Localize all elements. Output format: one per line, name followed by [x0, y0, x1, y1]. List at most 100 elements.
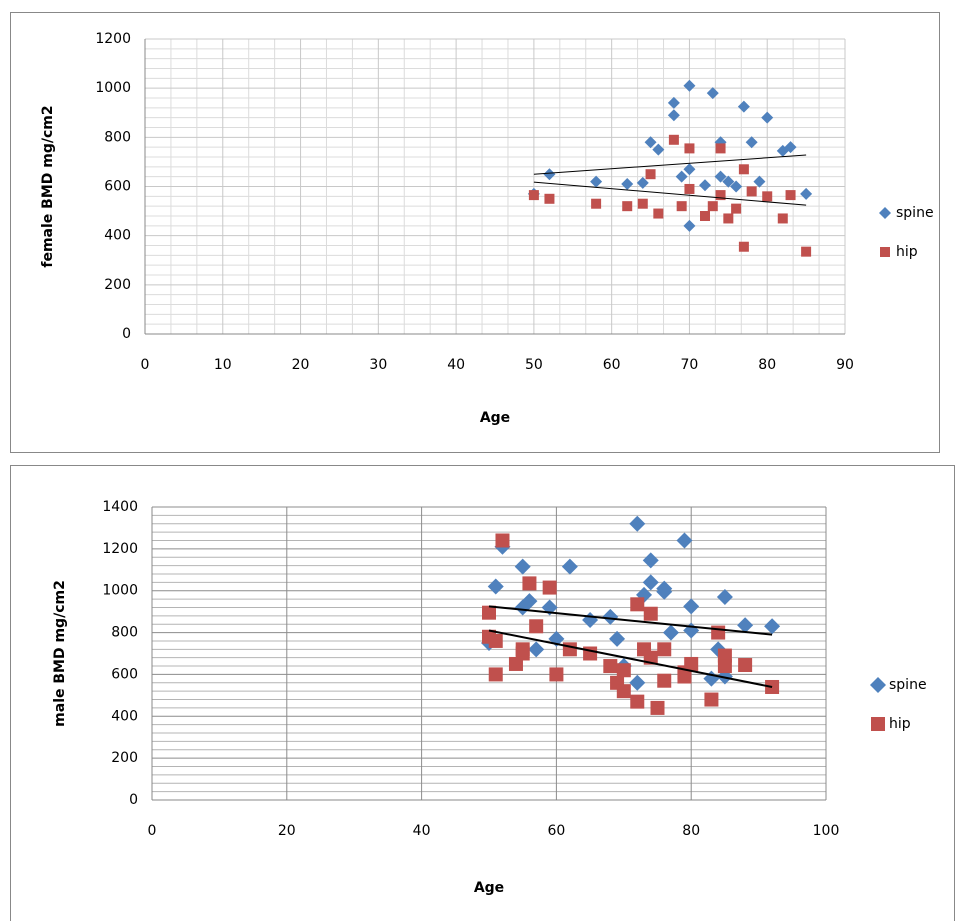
point: [738, 241, 749, 252]
point: [657, 673, 672, 688]
point: [706, 87, 719, 100]
x-tick-label: 80: [682, 823, 700, 839]
point: [675, 170, 688, 183]
x-axis-title: Age: [480, 410, 510, 426]
point: [723, 213, 734, 224]
point: [704, 692, 719, 707]
x-tick-label: 20: [278, 823, 296, 839]
chart-frame: [10, 465, 955, 921]
x-tick-label: 10: [214, 357, 232, 373]
point: [616, 684, 631, 699]
point: [528, 641, 545, 658]
y-tick-label: 1200: [102, 541, 138, 557]
x-tick-label: 20: [292, 357, 310, 373]
y-axis-title: male BMD mg/cm2: [52, 580, 68, 727]
x-tick-label: 80: [758, 357, 776, 373]
point: [543, 168, 556, 181]
y-tick-label: 400: [111, 708, 138, 724]
trend-line: [488, 605, 773, 636]
point: [676, 532, 693, 549]
y-tick-label: 800: [111, 625, 138, 641]
x-tick-label: 40: [413, 823, 431, 839]
point: [785, 190, 796, 201]
y-tick-label: 1400: [102, 499, 138, 515]
point: [683, 622, 700, 639]
point: [591, 198, 602, 209]
point: [629, 674, 646, 691]
point: [731, 203, 742, 214]
y-tick-label: 600: [111, 666, 138, 682]
point: [487, 578, 504, 595]
legend-marker: [871, 717, 885, 731]
y-tick-label: 800: [104, 129, 131, 145]
point: [636, 176, 649, 189]
point: [800, 187, 813, 200]
point: [764, 618, 781, 635]
y-tick-label: 1000: [95, 80, 131, 96]
point: [644, 136, 657, 149]
point: [684, 183, 695, 194]
legend-marker: [879, 207, 891, 219]
point: [642, 552, 659, 569]
x-tick-label: 100: [813, 823, 840, 839]
point: [645, 169, 656, 180]
point: [583, 646, 598, 661]
trend-line: [488, 629, 773, 688]
point: [761, 111, 774, 124]
y-tick-label: 200: [104, 277, 131, 293]
y-tick-label: 1000: [102, 583, 138, 599]
point: [700, 211, 710, 221]
point: [657, 642, 672, 657]
chart-frame: [10, 12, 940, 453]
point: [621, 178, 634, 191]
x-axis-title: Age: [474, 880, 504, 896]
point: [650, 700, 665, 715]
point: [784, 141, 797, 154]
point: [737, 617, 754, 634]
point: [711, 625, 726, 640]
point: [542, 580, 557, 595]
point: [643, 606, 658, 621]
point: [549, 667, 564, 682]
point: [676, 201, 687, 212]
point: [582, 612, 599, 629]
point: [637, 198, 648, 209]
point: [656, 583, 673, 600]
point: [622, 201, 633, 212]
legend-marker: [880, 247, 890, 257]
y-tick-label: 0: [129, 792, 138, 808]
point: [603, 659, 618, 674]
point: [746, 186, 757, 197]
point: [482, 605, 496, 620]
point: [683, 219, 696, 232]
point: [737, 100, 750, 113]
point: [590, 175, 603, 188]
point: [738, 164, 749, 175]
x-tick-label: 40: [447, 357, 465, 373]
x-tick-label: 50: [525, 357, 543, 373]
point: [629, 515, 646, 532]
point: [707, 201, 718, 212]
x-tick-label: 60: [547, 823, 565, 839]
point: [616, 663, 631, 678]
point: [522, 576, 537, 591]
trend-line: [533, 154, 807, 175]
legend-label: hip: [896, 244, 918, 260]
point: [762, 191, 773, 202]
point: [602, 608, 619, 625]
point: [730, 180, 743, 193]
point: [753, 175, 766, 188]
point: [745, 136, 758, 149]
point: [777, 213, 788, 224]
x-tick-label: 90: [836, 357, 854, 373]
trend-line: [533, 181, 807, 206]
point: [717, 659, 732, 674]
point: [699, 179, 711, 192]
point: [495, 533, 510, 548]
point: [488, 667, 503, 682]
point: [668, 134, 679, 145]
point: [716, 588, 733, 605]
point: [653, 208, 664, 219]
point: [562, 642, 577, 657]
